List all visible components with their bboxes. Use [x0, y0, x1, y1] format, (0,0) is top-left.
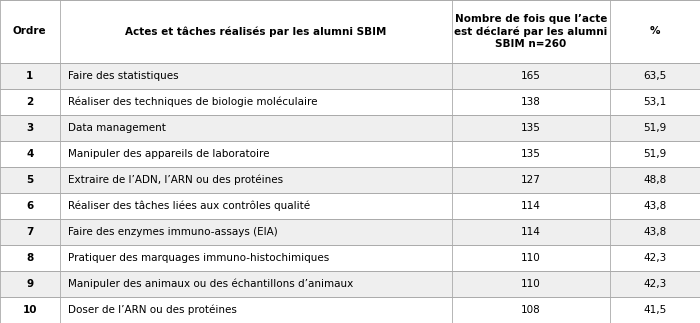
Bar [0, 297, 700, 323]
Bar [0, 63, 700, 89]
Text: 51,9: 51,9 [643, 149, 667, 159]
Text: Ordre: Ordre [13, 26, 47, 36]
Bar [0, 193, 700, 219]
Text: 7: 7 [26, 227, 34, 237]
Text: 2: 2 [26, 97, 34, 107]
Bar [0, 271, 700, 297]
Text: 9: 9 [26, 279, 34, 289]
Text: 63,5: 63,5 [643, 71, 667, 81]
Text: 3: 3 [26, 123, 34, 133]
Text: Manipuler des animaux ou des échantillons d’animaux: Manipuler des animaux ou des échantillon… [68, 279, 353, 289]
Text: 42,3: 42,3 [643, 279, 667, 289]
Text: 43,8: 43,8 [643, 227, 667, 237]
Text: Nombre de fois que l’acte
est déclaré par les alumni
SBIM n=260: Nombre de fois que l’acte est déclaré pa… [454, 14, 608, 49]
Text: Faire des enzymes immuno-assays (EIA): Faire des enzymes immuno-assays (EIA) [68, 227, 278, 237]
Text: 110: 110 [521, 279, 541, 289]
Text: 48,8: 48,8 [643, 175, 667, 185]
Text: 1: 1 [26, 71, 34, 81]
Text: Data management: Data management [68, 123, 166, 133]
Text: 165: 165 [521, 71, 541, 81]
Text: 8: 8 [26, 253, 34, 263]
Text: 114: 114 [521, 227, 541, 237]
Bar [0, 245, 700, 271]
Text: 5: 5 [26, 175, 34, 185]
Text: 110: 110 [521, 253, 541, 263]
Text: 10: 10 [22, 305, 37, 315]
Text: 127: 127 [521, 175, 541, 185]
Text: Doser de l’ARN ou des protéines: Doser de l’ARN ou des protéines [68, 305, 237, 315]
Bar [0, 219, 700, 245]
Text: Manipuler des appareils de laboratoire: Manipuler des appareils de laboratoire [68, 149, 270, 159]
Text: %: % [650, 26, 660, 36]
Text: Réaliser des techniques de biologie moléculaire: Réaliser des techniques de biologie molé… [68, 97, 317, 107]
Text: 42,3: 42,3 [643, 253, 667, 263]
Text: 43,8: 43,8 [643, 201, 667, 211]
Bar [0, 0, 700, 63]
Text: 114: 114 [521, 201, 541, 211]
Text: 4: 4 [26, 149, 34, 159]
Text: 138: 138 [521, 97, 541, 107]
Text: 53,1: 53,1 [643, 97, 667, 107]
Text: Extraire de l’ADN, l’ARN ou des protéines: Extraire de l’ADN, l’ARN ou des protéine… [68, 175, 283, 185]
Text: Actes et tâches réalisés par les alumni SBIM: Actes et tâches réalisés par les alumni … [125, 26, 386, 37]
Bar [0, 141, 700, 167]
Text: Pratiquer des marquages immuno-histochimiques: Pratiquer des marquages immuno-histochim… [68, 253, 329, 263]
Bar [0, 115, 700, 141]
Bar [0, 167, 700, 193]
Text: 135: 135 [521, 149, 541, 159]
Bar [0, 89, 700, 115]
Text: Faire des statistiques: Faire des statistiques [68, 71, 178, 81]
Text: 41,5: 41,5 [643, 305, 667, 315]
Text: 51,9: 51,9 [643, 123, 667, 133]
Text: 6: 6 [26, 201, 34, 211]
Text: Réaliser des tâches liées aux contrôles qualité: Réaliser des tâches liées aux contrôles … [68, 201, 310, 211]
Text: 108: 108 [521, 305, 541, 315]
Text: 135: 135 [521, 123, 541, 133]
